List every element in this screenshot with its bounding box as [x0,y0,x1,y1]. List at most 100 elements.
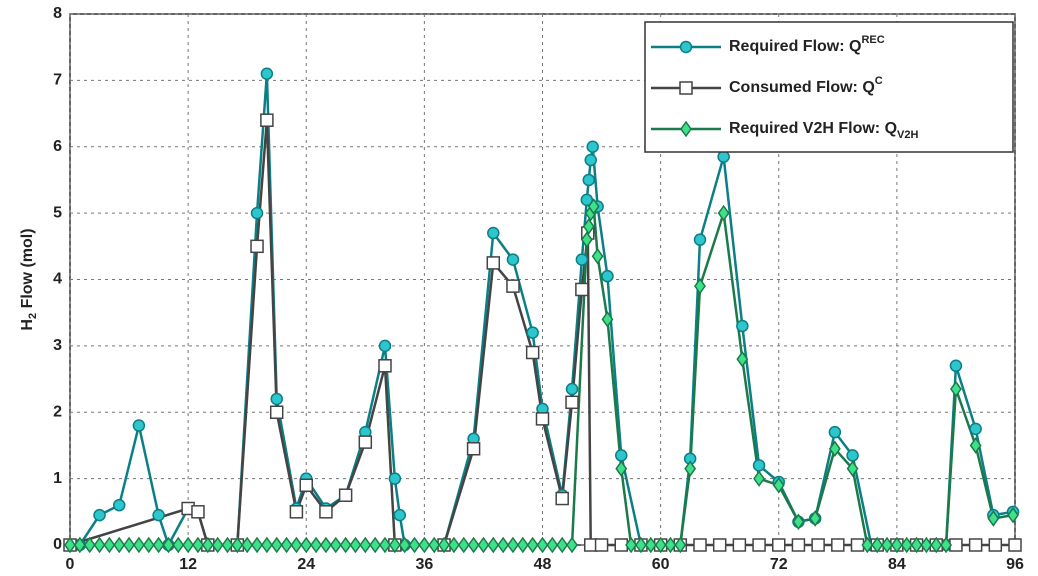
marker [615,460,628,477]
marker [319,505,333,519]
marker [601,311,614,328]
marker [949,359,963,373]
marker [752,538,766,552]
marker [378,339,392,353]
marker [591,247,604,265]
legend-label: Consumed Flow: QC [729,75,883,96]
marker [393,508,407,522]
marker [635,536,647,554]
marker [152,536,165,554]
marker [846,460,859,477]
marker [580,231,593,248]
marker [388,536,401,554]
marker [654,536,667,554]
marker [467,536,480,554]
y-tick-label: 0 [53,536,62,553]
marker [828,440,841,458]
marker [565,382,579,396]
y-tick-label: 3 [53,337,62,354]
marker [881,536,893,554]
marker [241,536,254,554]
marker [861,536,874,554]
marker [674,536,687,554]
x-tick-label: 0 [66,556,75,573]
marker [211,536,224,554]
y-tick-label: 1 [53,470,62,487]
marker [506,279,520,293]
marker [338,488,353,502]
legend-marker [679,81,693,95]
marker [736,319,749,333]
marker [132,419,146,432]
marker [329,536,342,554]
marker [950,380,962,398]
marker [694,277,706,295]
marker [428,536,441,554]
marker [535,412,550,426]
marker [487,536,500,554]
marker [507,536,519,554]
y-tick-label: 6 [53,138,62,155]
marker [280,536,293,554]
marker [580,193,594,207]
marker [846,449,859,462]
marker [811,538,825,552]
y-axis-label: H2 Flow (mol) [19,228,39,330]
marker [831,538,845,552]
marker [516,536,529,554]
marker [487,226,500,240]
marker [587,198,600,215]
marker [172,536,185,554]
marker [791,538,806,552]
marker [717,204,730,222]
marker [625,536,638,554]
marker [250,239,264,254]
marker [968,538,983,552]
marker [182,536,195,554]
y-label-sub: 2 [27,313,39,319]
marker [339,536,352,554]
marker [536,536,549,554]
marker [497,536,510,554]
marker [1008,538,1022,552]
marker [260,536,273,554]
marker [546,536,559,554]
marker [555,491,569,506]
marker [732,538,747,552]
marker [940,536,953,554]
marker [112,498,126,512]
x-tick-label: 72 [770,556,788,573]
marker [900,536,913,554]
marker [988,538,1003,552]
marker [349,536,362,554]
marker [93,536,106,554]
marker [987,510,1000,527]
marker [920,536,933,554]
x-tick-label: 36 [415,556,433,573]
marker [369,536,382,554]
marker [556,536,569,554]
marker [379,536,391,554]
marker [890,536,903,554]
marker [664,536,677,554]
x-tick-label: 60 [652,556,670,573]
legend-name: Consumed Flow: Q [729,79,875,96]
marker [192,536,204,554]
marker [717,150,730,163]
marker [251,536,263,554]
marker [712,538,727,552]
y-tick-label: 7 [53,72,62,89]
marker [584,153,597,167]
marker [644,536,657,554]
marker [753,470,765,487]
marker [693,233,707,246]
marker [871,536,884,554]
y-label-rest: Flow (mol) [19,228,36,312]
y-label-text: H [19,319,36,331]
marker [969,437,982,454]
marker [162,536,175,554]
marker [582,218,595,235]
y-tick-label: 4 [53,271,62,288]
marker [615,449,628,462]
